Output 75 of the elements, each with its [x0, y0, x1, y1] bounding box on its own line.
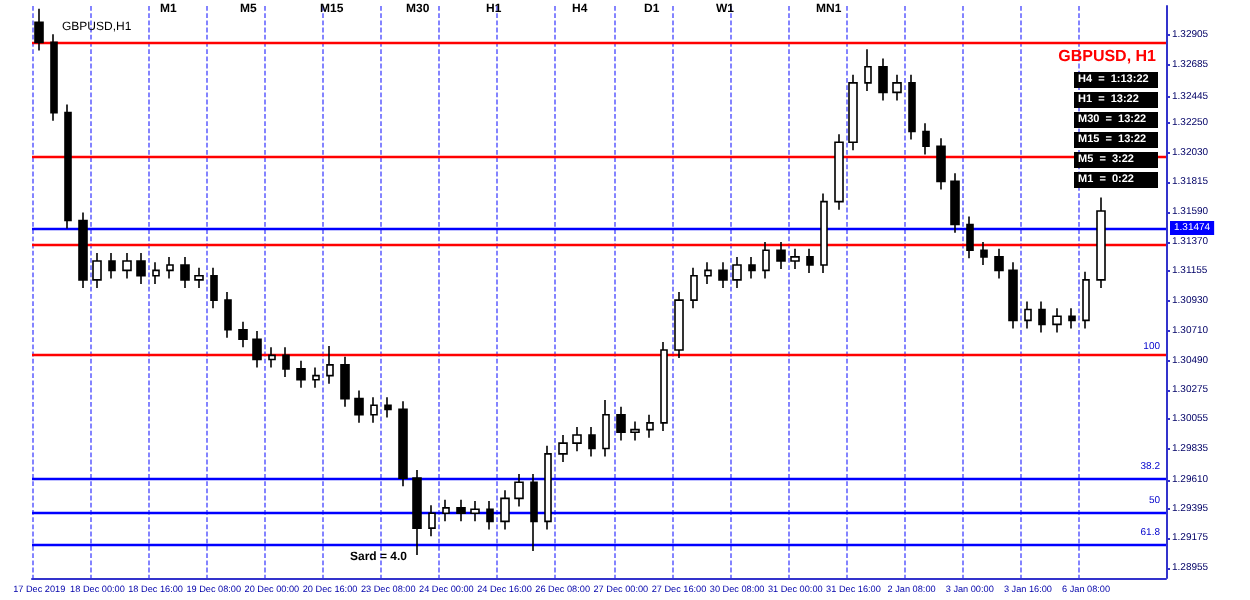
candlestick	[136, 252, 146, 285]
candlestick	[834, 133, 844, 211]
candlestick	[748, 256, 756, 280]
candlestick	[194, 266, 204, 289]
candlestick	[616, 405, 626, 442]
candlestick	[718, 261, 728, 289]
candlestick	[690, 266, 698, 309]
candlestick	[268, 346, 276, 369]
candlestick	[210, 266, 218, 309]
candlestick	[588, 426, 596, 458]
candlestick	[282, 346, 290, 378]
candlestick	[296, 360, 306, 389]
candlestick	[224, 291, 232, 339]
candlestick	[500, 489, 510, 531]
candlestick	[630, 420, 640, 442]
candlestick	[312, 366, 320, 389]
candlestick	[602, 399, 610, 458]
candlestick	[572, 426, 582, 452]
candlestick	[398, 400, 408, 488]
candlestick	[732, 256, 742, 289]
candlestick	[1068, 307, 1076, 330]
candlestick	[762, 241, 770, 280]
candlestick	[530, 473, 538, 552]
candlestick	[820, 192, 828, 274]
candlestick	[152, 261, 160, 285]
candlestick	[1052, 307, 1062, 334]
candlestick	[78, 211, 88, 289]
candlestick	[806, 248, 814, 274]
candlestick	[34, 7, 44, 52]
candlestick	[412, 469, 422, 556]
candlestick	[1082, 270, 1090, 330]
candlestick	[878, 57, 888, 102]
candlestick	[544, 444, 552, 531]
candlestick	[514, 473, 524, 508]
candlestick	[646, 413, 654, 439]
candlestick	[848, 74, 858, 152]
candlestick	[994, 248, 1004, 280]
candlestick	[442, 498, 450, 523]
candlestick	[966, 215, 974, 260]
candlestick	[92, 252, 102, 289]
candlestick	[1024, 300, 1032, 330]
candlestick	[936, 137, 946, 191]
candlestick	[980, 241, 988, 266]
candlestick	[1038, 300, 1046, 334]
candlestick	[238, 320, 248, 349]
candlestick	[370, 396, 378, 424]
candlestick	[340, 355, 350, 408]
candlestick	[456, 498, 466, 523]
candlestick	[180, 256, 190, 289]
candlestick	[122, 252, 132, 280]
annotation: GBPUSD, H1	[1058, 47, 1158, 65]
candlestick	[64, 103, 72, 230]
candlestick	[674, 291, 684, 359]
candlestick	[704, 261, 712, 285]
candlestick	[470, 500, 480, 523]
candlestick	[428, 504, 436, 537]
candlestick	[776, 241, 786, 270]
candlestick	[1008, 261, 1018, 330]
candlestick	[252, 330, 262, 369]
candlestick	[384, 396, 392, 419]
candlestick	[790, 248, 800, 270]
candlestick	[558, 434, 568, 463]
candlestick	[166, 256, 174, 280]
candlestick	[326, 345, 334, 385]
candlestick	[1096, 196, 1106, 289]
candlestick	[908, 74, 916, 141]
candlestick	[950, 172, 960, 234]
candlestick	[864, 48, 872, 92]
candlestick	[922, 122, 930, 156]
candlestick	[660, 341, 668, 432]
candlestick	[486, 500, 494, 531]
candlestick	[50, 33, 58, 122]
candlestick	[892, 74, 902, 102]
candlestick	[108, 252, 116, 280]
candlestick	[354, 389, 364, 424]
